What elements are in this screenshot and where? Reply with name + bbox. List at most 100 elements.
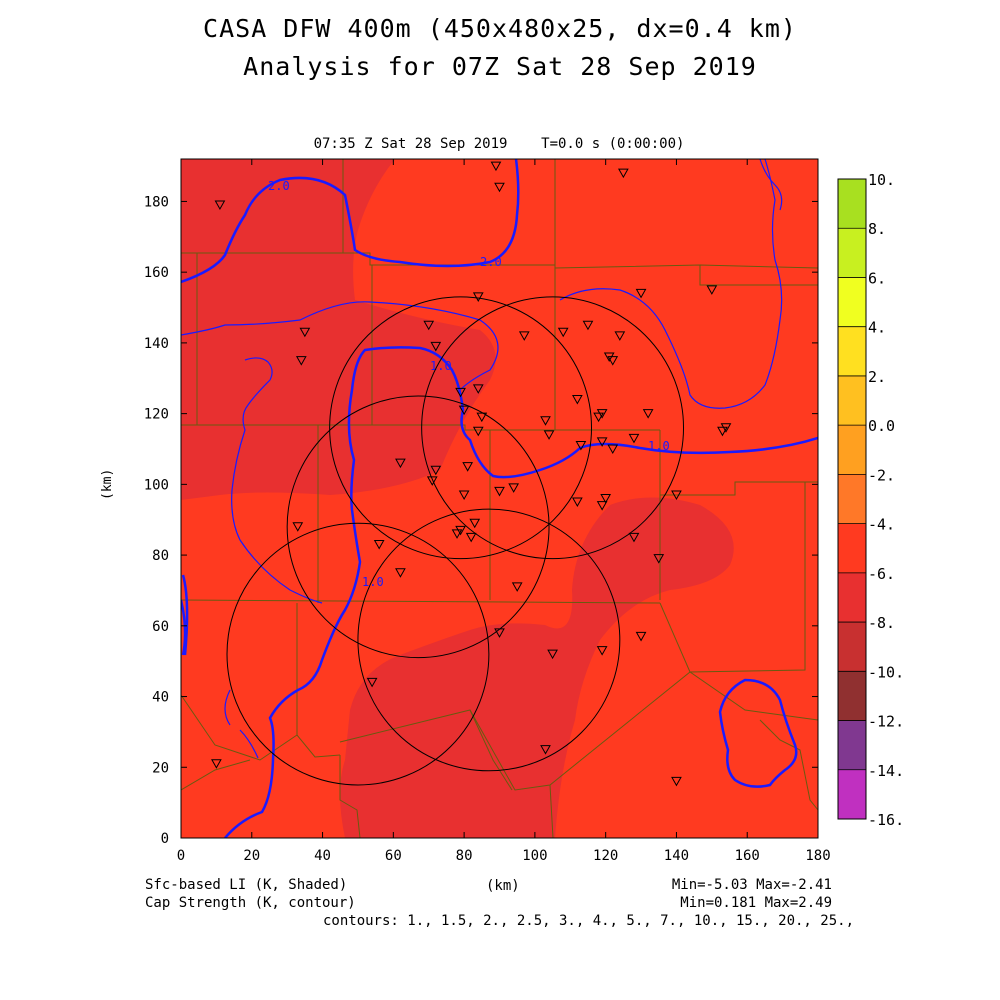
station-marker [628,433,640,444]
station-marker [575,440,587,451]
station-marker [653,554,665,564]
station-marker [607,444,619,455]
station-marker [469,518,481,529]
station-marker [572,394,583,405]
station-marker [671,490,682,500]
chart-title: CASA DFW 400m (450x480x25, dx=0.4 km) [203,14,797,43]
x-axis-ticks: 0 20 40 60 80 100 120 140 160 180 [177,159,831,864]
station-marker [543,430,555,440]
y-tick-label: 20 [152,760,169,776]
station-marker [508,483,520,493]
contour-field-label: Cap Strength (K, contour) [145,895,356,911]
station-marker [635,631,647,642]
colorbar-label: -10. [868,663,904,681]
colorbar-label: -2. [868,466,895,484]
station-marker [596,501,608,511]
colorbar-segment [838,179,866,229]
radar-range-rings [226,296,685,786]
y-tick-label: 180 [144,194,169,210]
plot-frame [180,158,819,839]
y-axis-ticks: 0 20 40 60 80 100 120 140 160 180 [144,194,818,847]
station-marker [494,182,505,193]
station-marker [458,405,470,416]
y-tick-label: 80 [152,548,169,564]
y-tick-label: 40 [152,690,169,706]
colorbar-label: -16. [868,811,904,829]
colorbar-segment [838,671,866,721]
station-marker [511,582,523,592]
station-marker [472,426,484,437]
li-region-south [340,497,734,838]
y-tick-label: 60 [152,619,169,635]
x-tick-label: 60 [385,848,402,864]
radar-ring [226,522,490,786]
contour-label: 2.0 [480,255,502,269]
colorbar: 10. 8. 6. 4. 2. 0.0 -2. -4. -6. -8. -10. -12. -14. -1… [837,171,904,829]
radar-ring [357,508,621,772]
colorbar-segment [838,474,866,524]
station-marker [596,437,608,447]
shaded-field-label: Sfc-based LI (K, Shaded) [145,877,348,893]
station-marker [465,532,477,543]
station-marker [472,384,484,394]
station-marker [593,412,604,423]
station-marker [430,341,442,352]
x-tick-label: 140 [664,848,689,864]
y-tick-label: 0 [161,831,169,847]
station-marker [292,522,304,532]
colorbar-label: 8. [868,220,886,238]
colorbar-segment [838,622,866,672]
station-marker [706,285,718,295]
station-marker [455,525,466,536]
station-marker [211,759,222,769]
station-marker [395,458,406,469]
station-marker [547,649,558,660]
station-marker [494,628,505,638]
colorbar-label: 0.0 [868,417,895,435]
station-marker [462,462,474,472]
contour-label: 1.0 [362,575,384,589]
station-marker [540,745,551,755]
station-marker [582,320,594,331]
contour-label: 1.0 [430,359,452,373]
station-marker [572,497,583,508]
station-marker [458,490,470,500]
station-marker [426,476,438,486]
station-marker [671,776,682,787]
colorbar-label: 10. [868,171,895,189]
station-marker [451,529,463,539]
station-marker [395,568,406,578]
colorbar-segment [838,326,866,376]
station-marker [295,356,307,366]
station-marker [635,288,647,299]
colorbar-segment [838,425,866,475]
colorbar-label: 6. [868,269,886,287]
contour-levels: contours: 1., 1.5, 2., 2.5, 3., 4., 5., … [322,913,854,929]
station-marker [430,465,442,476]
station-marker [518,331,530,341]
station-marker [490,161,502,172]
shaded-minmax: Min=-5.03 Max=-2.41 [671,877,832,893]
x-tick-label: 40 [314,848,331,864]
colorbar-label: -14. [868,762,904,780]
station-marker [472,292,484,302]
colorbar-label: -4. [868,516,895,534]
x-tick-label: 80 [456,848,473,864]
station-marker [614,331,626,341]
station-marker [476,412,488,423]
station-marker [557,327,569,338]
station-marker [628,532,640,543]
contour-label: 1.0 [648,439,670,453]
station-marker [455,387,466,398]
radar-ring [329,296,593,560]
station-marker [299,327,311,338]
colorbar-segment [838,228,866,278]
x-tick-label: 180 [805,848,830,864]
station-marker [423,320,435,331]
li-region-northwest [181,159,496,500]
station-marker [494,486,505,497]
contour-label: 2.0 [268,179,290,193]
station-marker [366,677,378,688]
contour-minmax: Min=0.181 Max=2.49 [680,895,832,911]
